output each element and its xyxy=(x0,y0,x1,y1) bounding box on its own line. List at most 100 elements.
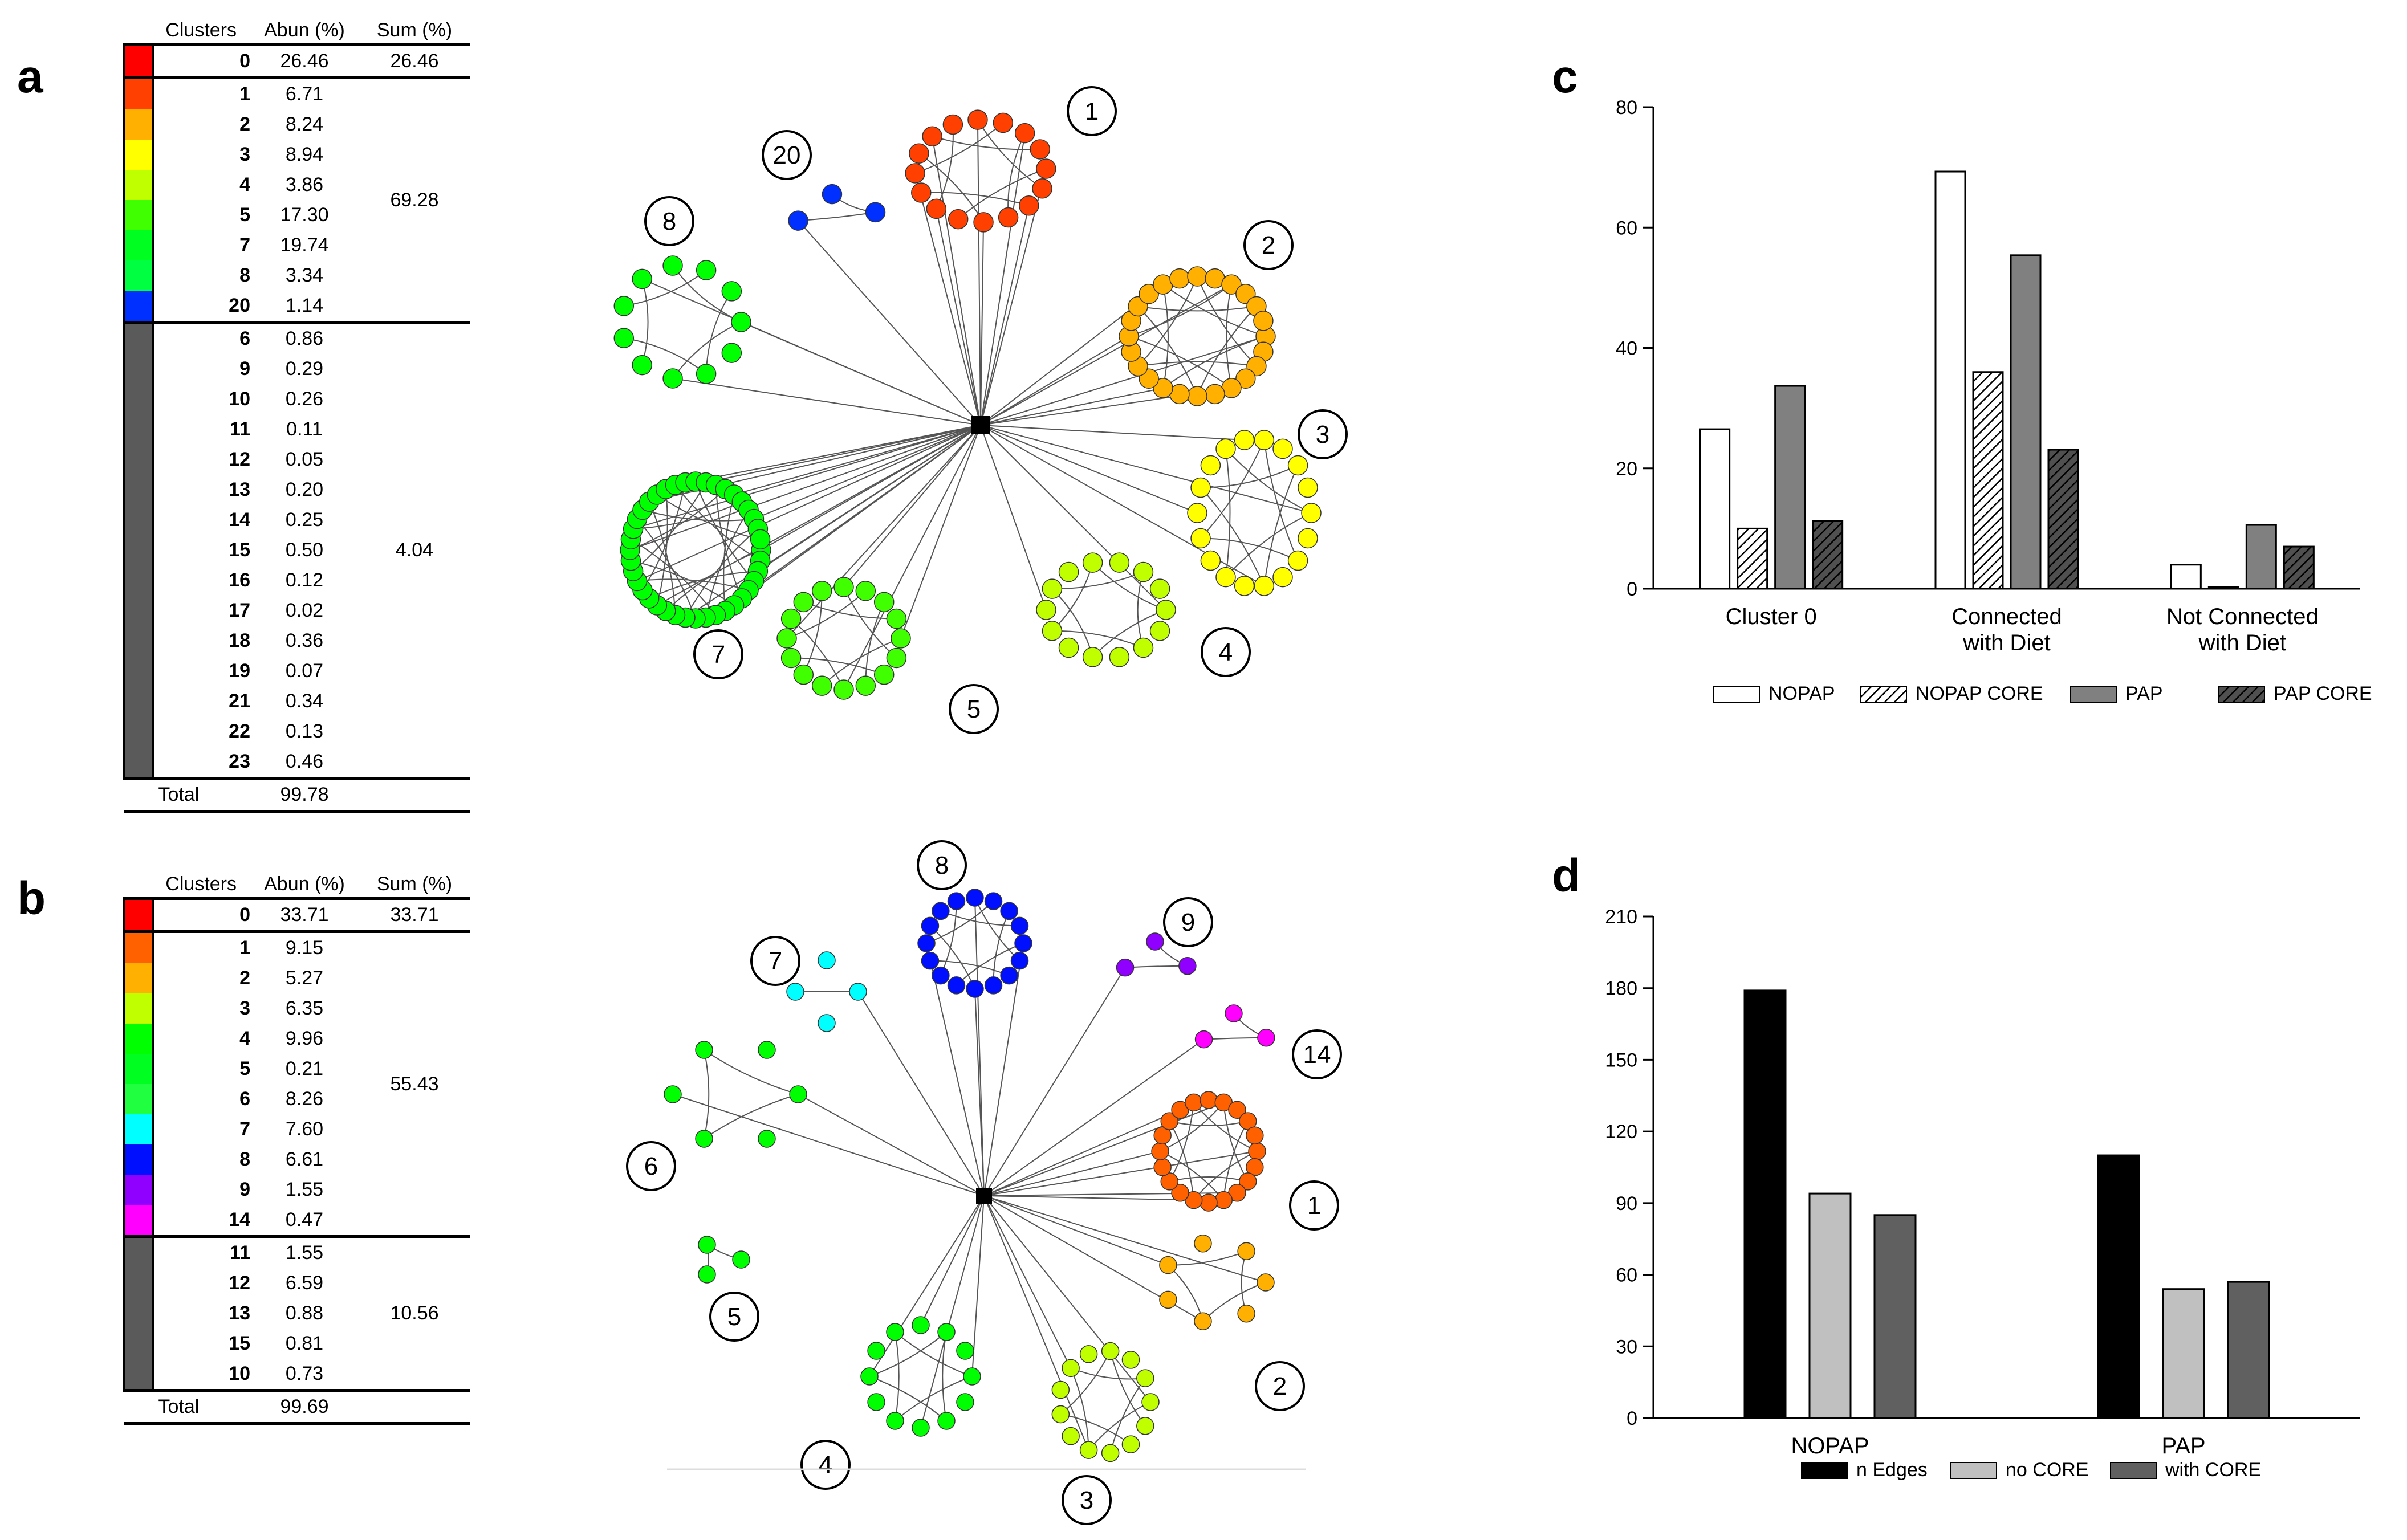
edge xyxy=(869,1376,947,1421)
edge xyxy=(930,960,1010,976)
edge xyxy=(632,482,706,572)
taxon-node xyxy=(1010,951,1029,970)
cluster-color-swatch xyxy=(123,414,154,445)
category-label: Not Connected xyxy=(2166,604,2319,629)
edge xyxy=(895,1331,900,1421)
taxon-node xyxy=(632,355,652,376)
header-clusters: Clusters xyxy=(165,19,237,41)
taxon-node xyxy=(1257,1273,1275,1292)
edge xyxy=(704,1094,799,1139)
edge xyxy=(705,425,981,485)
edge xyxy=(983,1195,1072,1369)
y-tick-label: 0 xyxy=(1627,1408,1637,1429)
taxon-node xyxy=(1215,567,1236,588)
taxon-node xyxy=(789,1085,807,1103)
edge xyxy=(685,425,981,618)
cluster-color-swatch xyxy=(123,535,154,565)
edge xyxy=(900,425,981,639)
cluster-id: 14 xyxy=(229,1209,250,1231)
taxon-node xyxy=(696,364,717,384)
taxon-node xyxy=(1121,1435,1140,1453)
total-value: 99.78 xyxy=(250,777,359,813)
taxon-node xyxy=(886,1323,904,1341)
taxon-node xyxy=(1190,477,1211,498)
taxon-node xyxy=(932,902,950,920)
edge xyxy=(980,425,1312,515)
edge xyxy=(1125,965,1188,968)
taxon-node xyxy=(818,951,836,969)
cluster-color-swatch xyxy=(123,1359,154,1391)
edge xyxy=(715,484,743,599)
cluster-label-circle xyxy=(949,684,999,734)
edge xyxy=(642,482,686,591)
y-tick-label: 0 xyxy=(1627,578,1637,600)
cluster-id: 0 xyxy=(153,43,250,78)
legend-label: n Edges xyxy=(1856,1459,1928,1481)
legend-swatch xyxy=(1713,686,1760,703)
edge xyxy=(1162,284,1169,389)
edge xyxy=(636,518,696,619)
taxon-node xyxy=(695,1130,713,1148)
edge xyxy=(672,265,742,323)
edge xyxy=(631,560,735,606)
bar xyxy=(2097,1154,2140,1419)
y-tick-label: 80 xyxy=(1616,97,1637,119)
edge xyxy=(733,425,981,496)
taxon-node xyxy=(891,628,911,649)
edge xyxy=(1225,449,1231,577)
edge xyxy=(983,942,1026,1196)
taxon-node xyxy=(1200,550,1221,571)
taxon-node xyxy=(1239,1172,1257,1191)
y-tick-label: 210 xyxy=(1605,906,1637,928)
edge xyxy=(983,1109,1181,1196)
edge xyxy=(983,1195,1169,1266)
y-tick-label: 90 xyxy=(1616,1193,1637,1215)
cluster-label: 8 xyxy=(935,852,949,879)
taxon-node xyxy=(1287,455,1308,476)
cluster-id: 14 xyxy=(229,509,250,531)
taxon-node xyxy=(886,1412,904,1430)
bar xyxy=(1873,1214,1917,1419)
cluster-id: 21 xyxy=(229,690,250,712)
taxon-node xyxy=(1187,503,1207,523)
taxon-node xyxy=(1187,386,1207,406)
edge xyxy=(869,1331,947,1377)
panel-label-b: b xyxy=(17,873,46,924)
cluster-abundance: 0.50 xyxy=(285,539,324,561)
cluster-color-swatch xyxy=(123,686,154,716)
edge xyxy=(983,1149,1161,1196)
cluster-id: 10 xyxy=(229,388,250,410)
cluster-abundance: 0.47 xyxy=(285,1209,324,1231)
cluster-abundance: 19.74 xyxy=(280,234,329,256)
taxon-node xyxy=(1287,550,1308,571)
cluster-color-swatch xyxy=(123,1084,154,1114)
edge xyxy=(656,488,668,606)
bar xyxy=(1808,1192,1852,1419)
panel-label-c: c xyxy=(1552,51,1578,103)
edge xyxy=(674,484,761,561)
cluster-label: 14 xyxy=(1303,1041,1331,1069)
taxon-node xyxy=(1298,477,1318,498)
edge xyxy=(632,425,981,531)
taxon-node xyxy=(1253,311,1274,331)
cluster-abundance: 0.81 xyxy=(285,1333,324,1354)
taxon-node xyxy=(873,592,895,613)
cluster-label-circle xyxy=(1243,220,1294,270)
cluster-id: 18 xyxy=(229,630,250,651)
cluster-color-swatch xyxy=(123,1268,154,1298)
edge xyxy=(1223,1121,1249,1200)
cluster-id: 3 xyxy=(239,997,250,1019)
cluster-color-swatch xyxy=(123,565,154,596)
cluster-label-circle xyxy=(1163,897,1213,947)
edge xyxy=(983,1195,1267,1284)
cluster-id: 19 xyxy=(229,660,250,682)
cluster-id: 7 xyxy=(239,234,250,256)
table-row: 11 1.55 10.56 xyxy=(123,1235,470,1391)
cluster-id: 1 xyxy=(153,930,250,963)
edge xyxy=(822,638,901,686)
edge xyxy=(630,539,717,616)
edge xyxy=(704,1049,710,1139)
edge xyxy=(641,278,981,426)
cluster-abundance: 9.96 xyxy=(285,1028,324,1049)
edge xyxy=(1226,284,1232,389)
